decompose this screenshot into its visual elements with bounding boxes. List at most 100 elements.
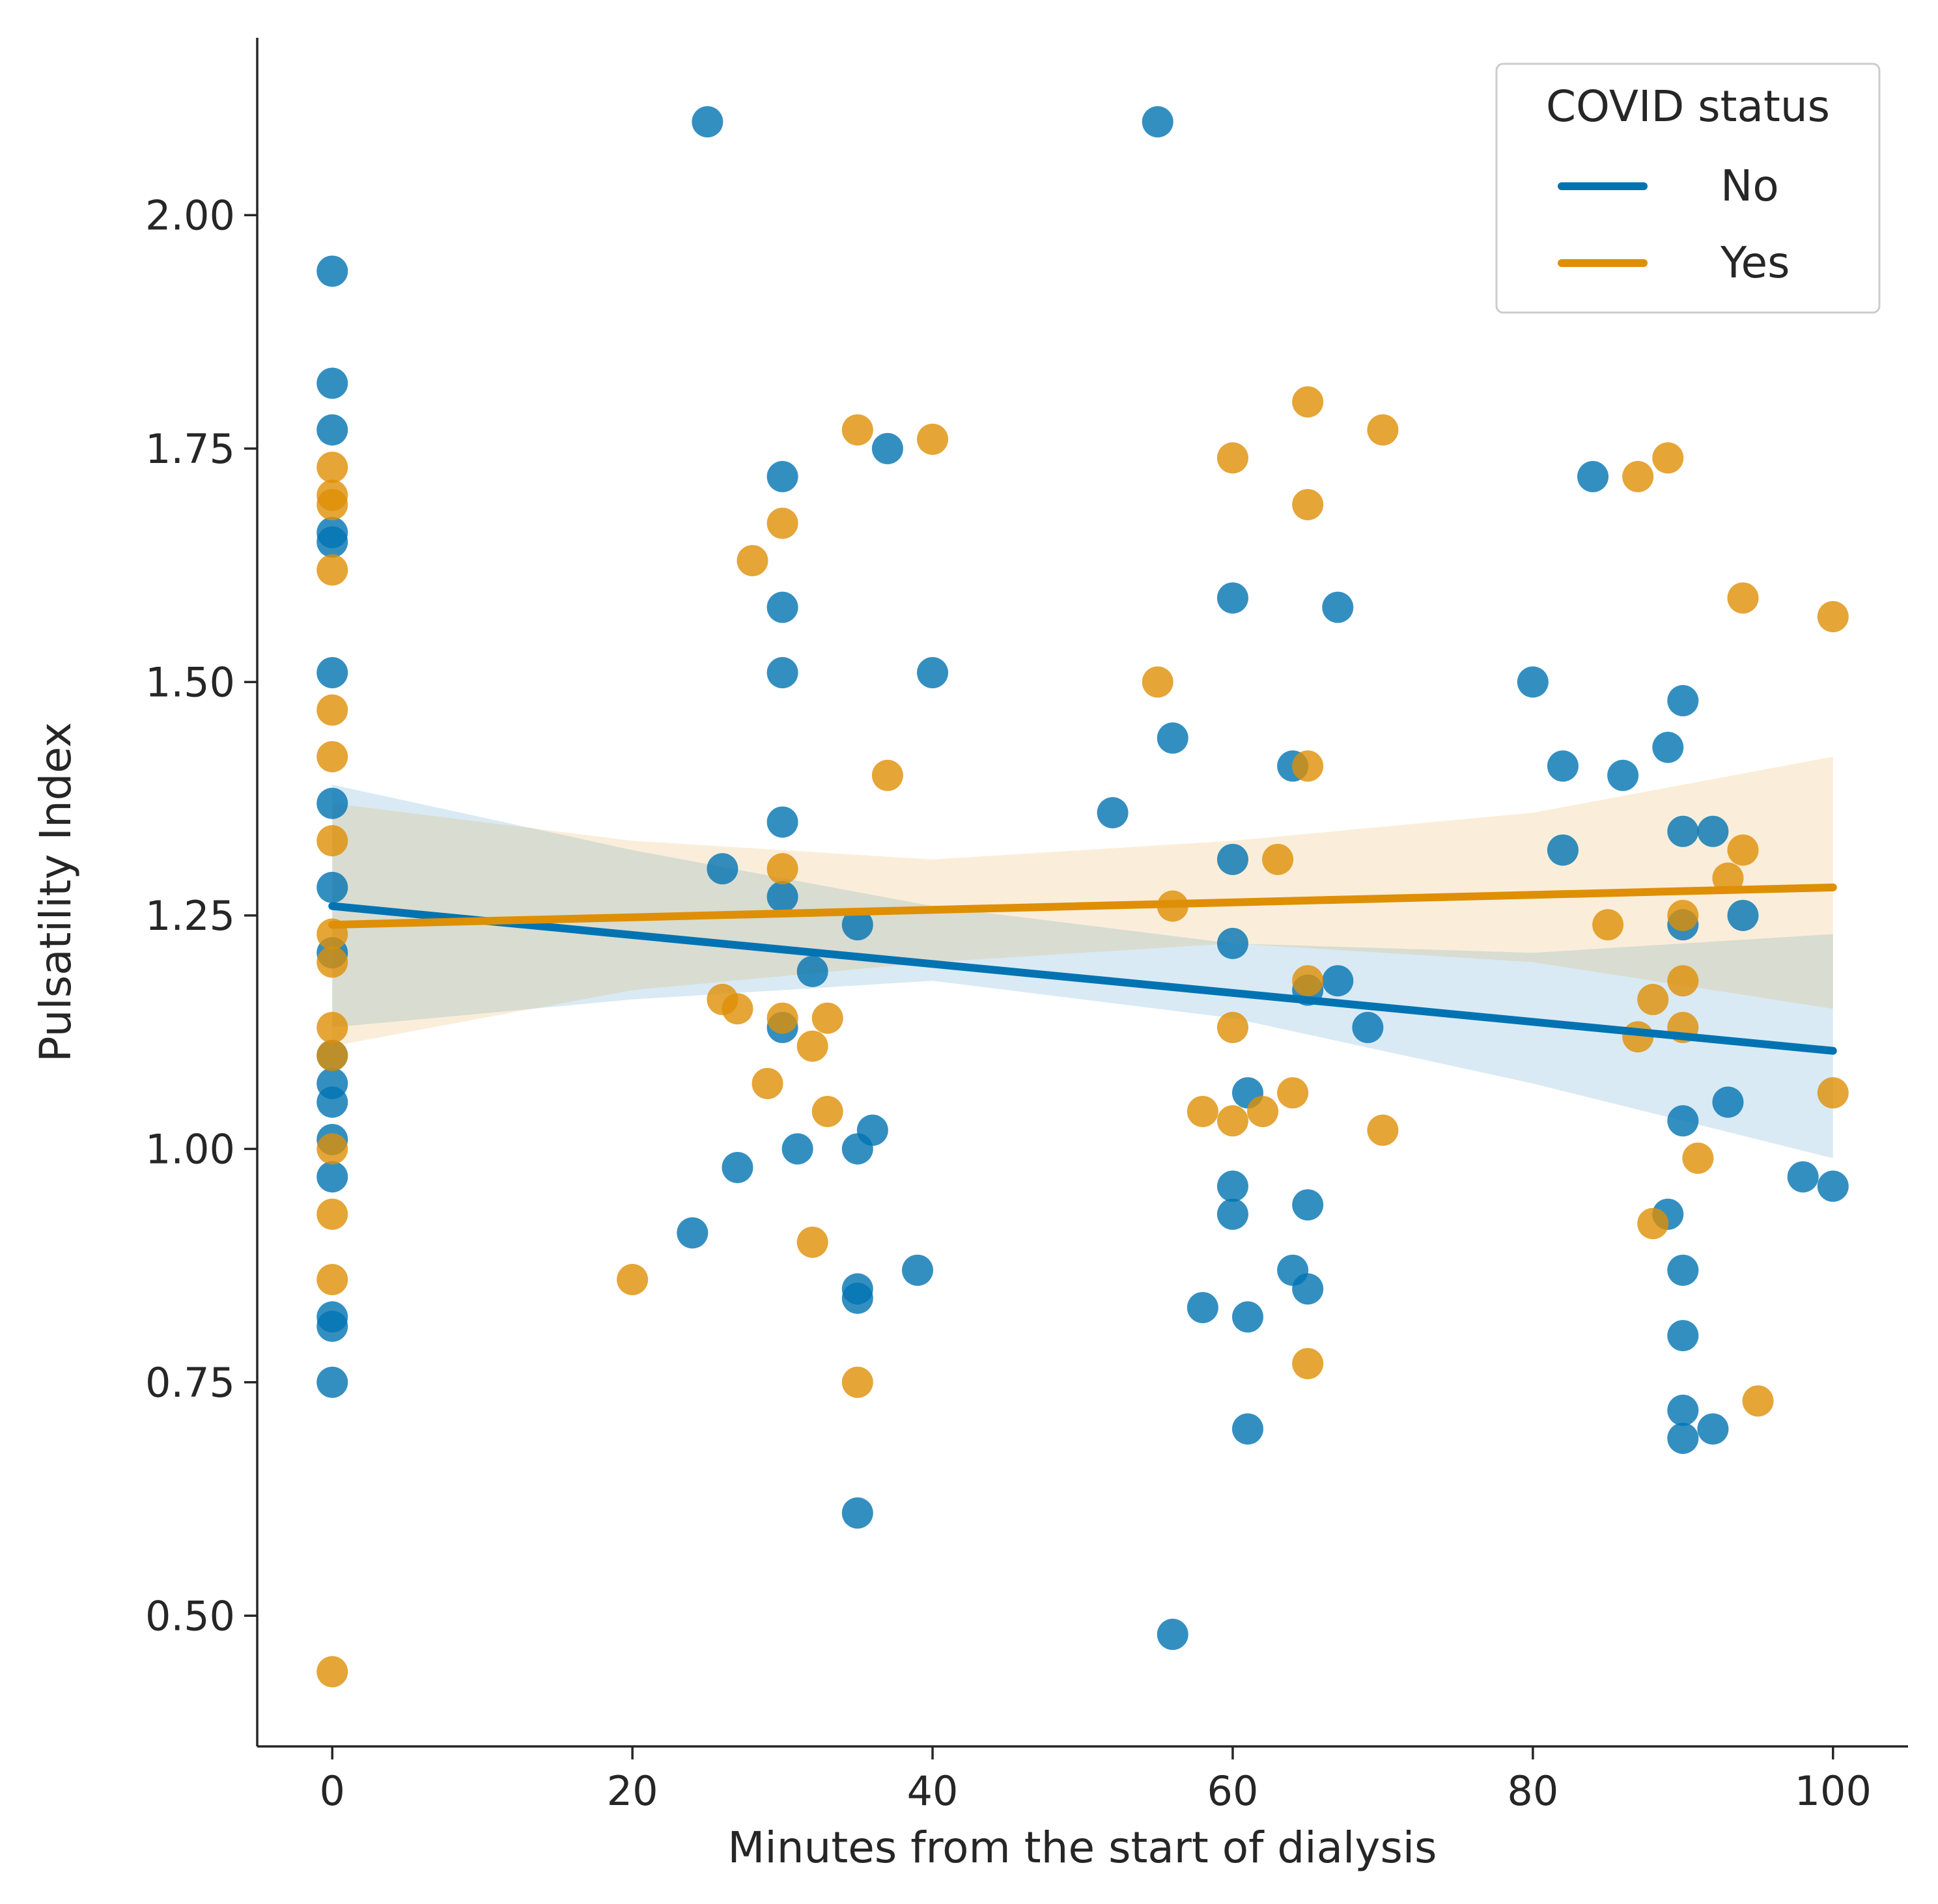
data-point-yes	[316, 488, 348, 520]
x-tick-label: 100	[1795, 1767, 1872, 1815]
data-point-yes	[1292, 1348, 1324, 1380]
data-point-no	[841, 909, 873, 941]
data-point-no	[316, 1366, 348, 1398]
data-point-no	[1667, 1254, 1699, 1286]
data-point-yes	[1216, 1011, 1248, 1043]
y-tick-label: 1.75	[145, 425, 235, 473]
data-point-yes	[766, 853, 798, 885]
regression-line-no	[328, 902, 1837, 1055]
data-point-no	[1607, 759, 1639, 791]
data-point-yes	[841, 414, 873, 446]
data-point-yes	[1817, 601, 1849, 633]
data-point-no	[316, 526, 348, 558]
data-point-yes	[1187, 1095, 1218, 1127]
data-point-no	[316, 1161, 348, 1193]
legend-label-no: No	[1720, 161, 1779, 211]
y-axis-title: Pulsatility Index	[31, 722, 81, 1062]
data-point-no	[1667, 1105, 1699, 1137]
data-point-yes	[1292, 488, 1324, 520]
data-point-no	[841, 1282, 873, 1314]
data-point-no	[316, 255, 348, 287]
data-point-no	[1232, 1413, 1263, 1445]
data-point-no	[692, 106, 723, 138]
data-point-no	[1787, 1161, 1819, 1193]
data-point-no	[1667, 815, 1699, 847]
data-point-yes	[316, 946, 348, 978]
y-tick-label: 1.50	[145, 658, 235, 706]
data-point-no	[1667, 1394, 1699, 1426]
data-point-yes	[1292, 965, 1324, 997]
data-point-yes	[1742, 1385, 1774, 1417]
data-point-no	[1322, 591, 1354, 623]
x-tick-label: 20	[607, 1767, 658, 1815]
data-point-no	[781, 1133, 813, 1165]
data-point-no	[856, 1114, 888, 1146]
data-point-no	[1187, 1292, 1218, 1324]
data-point-no	[1216, 1198, 1248, 1230]
x-tick-label: 60	[1207, 1767, 1259, 1815]
data-point-no	[1232, 1301, 1263, 1333]
data-point-yes	[737, 544, 768, 576]
data-point-yes	[316, 694, 348, 726]
data-point-no	[1727, 899, 1759, 931]
y-tick-label: 0.75	[145, 1359, 235, 1407]
legend-frame	[1495, 63, 1881, 314]
data-point-no	[1216, 1170, 1248, 1202]
data-point-no	[677, 1217, 709, 1249]
data-point-no	[766, 881, 798, 913]
data-point-yes	[841, 1366, 873, 1398]
ci-band-yes	[332, 757, 1833, 1046]
regression-lines	[328, 883, 1837, 1055]
regression-line-yes	[328, 883, 1837, 929]
data-point-no	[1517, 666, 1549, 698]
y-tick-label: 1.00	[145, 1125, 235, 1173]
data-point-yes	[1667, 899, 1699, 931]
legend-label-yes: Yes	[1720, 238, 1790, 288]
data-point-no	[766, 460, 798, 492]
data-point-no	[1216, 582, 1248, 614]
data-point-yes	[1292, 386, 1324, 418]
data-point-no	[871, 432, 903, 464]
data-point-yes	[316, 1011, 348, 1043]
data-point-no	[316, 1086, 348, 1118]
x-tick-label: 40	[907, 1767, 959, 1815]
data-point-yes	[1727, 834, 1759, 866]
data-point-yes	[766, 507, 798, 539]
data-point-no	[1352, 1011, 1384, 1043]
data-point-yes	[1682, 1142, 1714, 1174]
data-point-no	[766, 657, 798, 689]
data-point-no	[796, 955, 828, 987]
data-point-no	[766, 806, 798, 838]
data-point-yes	[811, 1095, 843, 1127]
data-point-yes	[1367, 1114, 1399, 1146]
data-point-no	[1667, 1422, 1699, 1454]
data-point-yes	[316, 1039, 348, 1071]
data-point-yes	[316, 1264, 348, 1296]
x-ticks: 0 20 40 60 80 100	[320, 1746, 1872, 1815]
data-point-yes	[1592, 909, 1624, 941]
data-point-yes	[1247, 1095, 1279, 1127]
data-point-no	[316, 657, 348, 689]
data-point-no	[1817, 1170, 1849, 1202]
data-point-no	[1712, 1086, 1744, 1118]
data-point-yes	[811, 1002, 843, 1034]
data-point-no	[766, 591, 798, 623]
data-point-yes	[316, 554, 348, 586]
data-point-no	[1292, 1189, 1324, 1221]
data-point-no	[722, 1151, 753, 1183]
data-point-no	[1216, 843, 1248, 875]
data-point-yes	[1367, 414, 1399, 446]
x-tick-label: 0	[320, 1767, 345, 1815]
data-point-yes	[316, 1133, 348, 1165]
data-point-no	[1697, 815, 1729, 847]
data-point-no	[1142, 106, 1173, 138]
data-point-yes	[1142, 666, 1173, 698]
y-ticks: 0.50 0.75 1.00 1.25 1.50 1.75 2.00	[145, 191, 257, 1640]
data-point-yes	[316, 741, 348, 773]
data-point-no	[316, 414, 348, 446]
data-point-no	[707, 853, 738, 885]
y-tick-label: 0.50	[145, 1592, 235, 1640]
data-point-yes	[917, 423, 949, 455]
data-point-yes	[1216, 442, 1248, 474]
